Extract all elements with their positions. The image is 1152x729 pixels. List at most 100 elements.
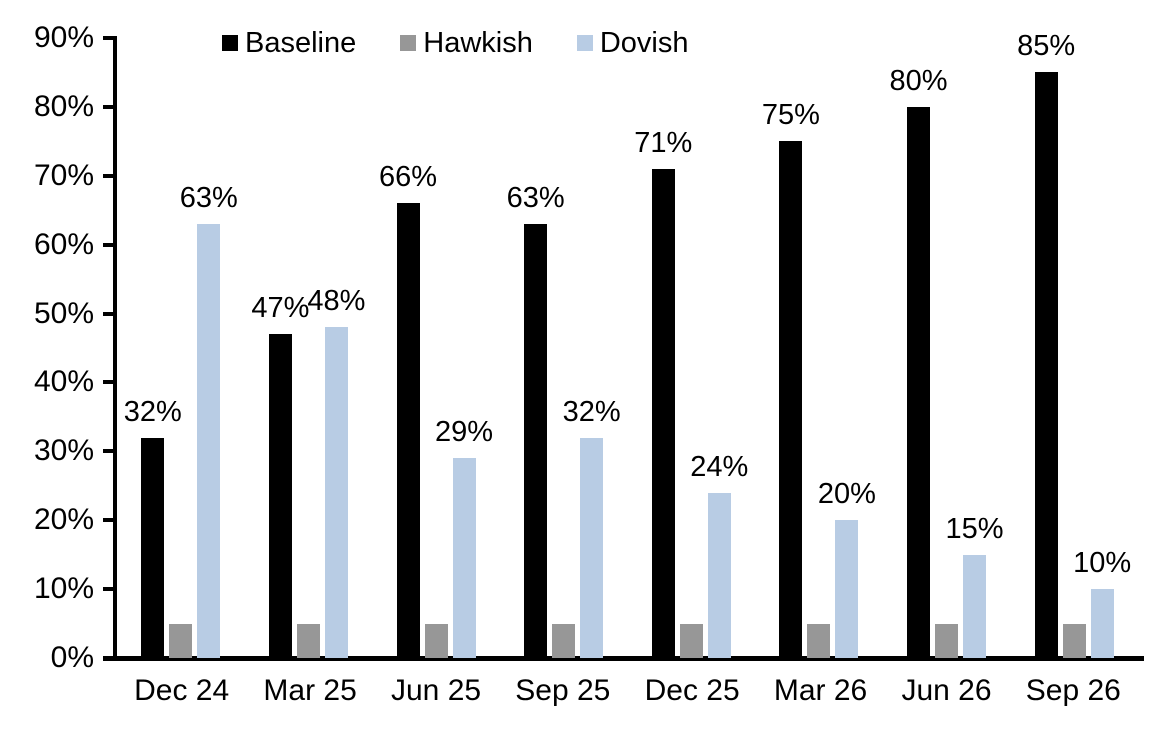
y-tick [103, 242, 117, 247]
x-category-label: Mar 26 [773, 674, 868, 707]
bar-slot: 71% [634, 38, 692, 658]
bar-slot [807, 38, 831, 658]
bar-hawkish-mar-26 [807, 623, 831, 658]
bar-slot: 32% [563, 38, 621, 658]
bar-dovish-jun-25 [452, 458, 476, 658]
bar-slot: 32% [124, 38, 182, 658]
bar-value-label: 63% [179, 182, 238, 214]
legend-label: Baseline [245, 27, 357, 59]
bar-slot [169, 38, 193, 658]
bar-group-mar-26: 75% 20% [762, 38, 876, 658]
bar-value-label: 10% [1073, 547, 1132, 580]
bar-hawkish-jun-26 [935, 623, 959, 658]
legend-label: Dovish [599, 27, 689, 59]
bar-hawkish-jun-25 [424, 623, 448, 658]
bar-value-label: 15% [945, 512, 1004, 545]
x-axis-line [103, 656, 1144, 661]
bar-slot [679, 38, 703, 658]
y-tick-label: 60% [33, 227, 94, 261]
y-tick-label: 0% [50, 641, 94, 674]
bar-dovish-dec-24 [197, 224, 221, 658]
bar-dovish-mar-25 [324, 327, 348, 658]
y-tick [103, 173, 117, 178]
bar-baseline-dec-24 [141, 437, 165, 658]
bar-value-label: 71% [634, 126, 693, 159]
legend-item-baseline: Baseline [222, 27, 356, 59]
bar-dovish-jun-26 [963, 554, 987, 658]
bar-value-label: 32% [123, 395, 182, 428]
bar-baseline-sep-26 [1034, 72, 1058, 658]
bar-value-label: 32% [562, 395, 621, 428]
legend-item-hawkish: Hawkish [400, 27, 533, 59]
y-tick [103, 518, 117, 523]
bar-slot [296, 38, 320, 658]
y-axis-line [113, 38, 117, 661]
bar-value-label: 66% [379, 161, 438, 194]
bar-group-jun-26: 80% 15% [890, 38, 1004, 658]
x-category-label: Dec 24 [134, 674, 230, 707]
legend-label: Hawkish [423, 27, 533, 59]
bar-slot [424, 38, 448, 658]
bar-value-label: 29% [435, 416, 494, 449]
y-tick [103, 104, 117, 109]
bar-hawkish-sep-25 [552, 623, 576, 658]
dovish-swatch-icon [576, 35, 593, 51]
legend: Baseline Hawkish Dovish [222, 27, 689, 59]
y-tick-label: 90% [33, 21, 94, 54]
bar-dovish-mar-26 [835, 520, 859, 658]
bar-value-label: 47% [251, 292, 310, 325]
bar-group-sep-25: 63% 32% [507, 38, 621, 658]
bar-baseline-jun-26 [907, 106, 931, 658]
bar-slot: 85% [1017, 30, 1075, 658]
y-tick-label: 70% [33, 158, 94, 192]
x-category-label: Sep 25 [515, 674, 611, 707]
y-tick [103, 587, 117, 592]
bar-slot: 80% [890, 38, 948, 658]
y-tick [103, 380, 117, 385]
bar-baseline-dec-25 [651, 168, 675, 658]
legend-item-dovish: Dovish [576, 27, 689, 59]
bar-slot: 48% [307, 38, 365, 658]
x-category-label: Jun 25 [390, 674, 482, 707]
bar-hawkish-dec-24 [169, 623, 193, 658]
bar-slot: 15% [946, 38, 1004, 658]
bar-value-label: 75% [761, 99, 820, 132]
bar-slot: 47% [251, 38, 309, 658]
bar-value-label: 24% [690, 450, 749, 483]
plot-area: 32% 63% 47% 48% 66% 29% 63% 32% 71% 24% 75% 20% 80% 1… [117, 30, 1138, 658]
bar-slot [935, 38, 959, 658]
y-tick [103, 449, 117, 454]
bar-dovish-sep-26 [1090, 589, 1114, 658]
bar-value-label: 80% [889, 64, 948, 97]
bar-hawkish-mar-25 [296, 623, 320, 658]
y-tick-label: 50% [33, 296, 94, 330]
x-category-label: Mar 25 [263, 674, 357, 707]
bar-baseline-mar-25 [268, 334, 292, 658]
x-category-label: Jun 26 [901, 674, 992, 707]
bar-value-label: 85% [1017, 30, 1076, 63]
bar-slot: 24% [690, 38, 748, 658]
baseline-swatch-icon [222, 35, 238, 51]
y-tick [103, 656, 117, 660]
bar-dovish-sep-25 [580, 437, 604, 658]
y-tick-label: 40% [33, 365, 94, 399]
bar-value-label: 20% [817, 478, 876, 511]
bar-hawkish-dec-25 [679, 623, 703, 658]
bar-value-label: 48% [307, 285, 366, 318]
bar-baseline-mar-26 [779, 141, 803, 658]
bar-hawkish-sep-26 [1062, 623, 1086, 658]
bar-group-jun-25: 66% 29% [379, 38, 493, 658]
hawkish-swatch-icon [400, 35, 417, 51]
bar-slot: 10% [1073, 38, 1131, 658]
bar-slot: 63% [507, 38, 565, 658]
bar-baseline-sep-25 [524, 224, 548, 658]
bar-dovish-dec-25 [707, 492, 731, 658]
bar-slot [1062, 38, 1086, 658]
bar-baseline-jun-25 [396, 203, 420, 658]
y-tick-label: 10% [33, 572, 94, 606]
x-axis-labels: Dec 24 Mar 25 Jun 25 Sep 25 Dec 25 Mar 26 Jun … [117, 674, 1138, 708]
y-tick-label: 80% [33, 89, 94, 123]
y-tick [103, 36, 117, 40]
bar-group-dec-25: 71% 24% [634, 38, 748, 658]
